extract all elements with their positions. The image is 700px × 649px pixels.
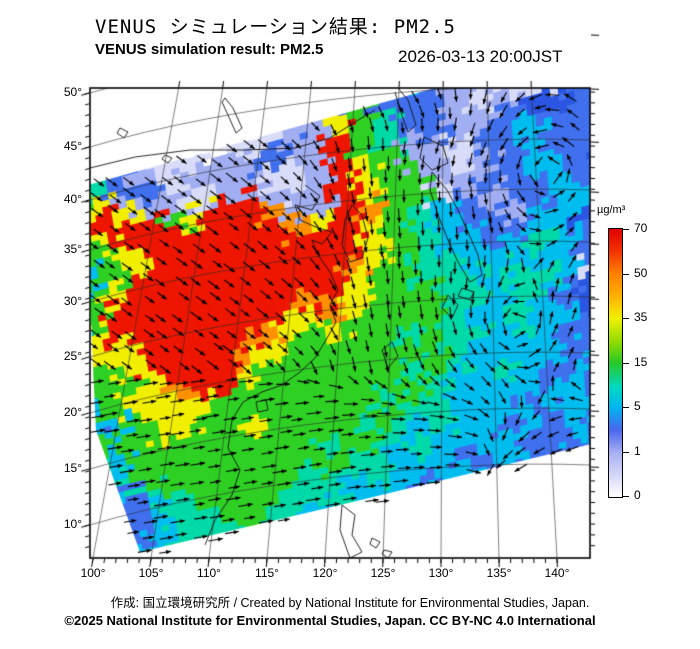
lon-tick-label: 100° [80,566,106,580]
colorbar-tick-label: 15 [634,354,648,369]
colorbar-tick [622,407,629,408]
colorbar-tick [622,451,629,453]
lat-tick-label: 30° [63,294,82,308]
lat-tick-label: 50° [63,85,82,99]
lon-tick-label: 130° [428,566,454,580]
colorbar-tick [622,318,629,319]
lat-tick-label: 15° [63,461,82,475]
lon-tick-label: 105° [138,566,164,580]
colorbar-tick-label: 35 [634,310,648,324]
lon-tick-label: 125° [370,566,396,580]
lon-tick-label: 140° [544,566,570,580]
lat-tick-label: 35° [63,242,82,256]
colorbar-tick-label: 1 [634,443,641,458]
lon-tick-label: 135° [486,566,512,580]
lat-tick-label: 40° [63,192,82,206]
timestamp-label: 2026-03-13 20:00JST [398,47,563,66]
colorbar-tick [622,496,629,497]
colorbar-unit-label: µg/m³ [597,204,626,216]
colorbar-tick-label: 0 [634,488,641,502]
colorbar [608,228,623,498]
lat-tick-label: 20° [63,405,82,419]
colorbar-tick [622,273,629,275]
colorbar-tick-label: 50 [634,265,648,280]
lon-tick-label: 115° [255,566,279,580]
colorbar-tick [622,229,629,230]
lat-tick-label: 45° [63,139,82,153]
colorbar-tick-label: 70 [634,221,648,235]
page-title-japanese: VENUS シミュレーション結果: PM2.5 [95,16,456,38]
lon-tick-label: 120° [312,566,338,580]
lat-tick-label: 10° [63,517,82,531]
lon-tick-label: 110° [197,566,221,580]
page-title-english: VENUS simulation result: PM2.5 [95,41,324,58]
lat-tick-label: 25° [63,349,82,363]
license-line: ©2025 National Institute for Environment… [64,613,596,628]
colorbar-tick-label: 5 [634,399,641,413]
colorbar-tick [622,362,629,364]
credit-line: 作成: 国立環境研究所 / Created by National Instit… [110,596,590,610]
